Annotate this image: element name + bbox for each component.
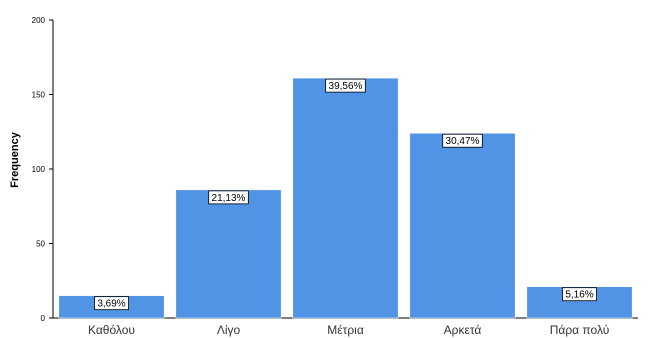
x-tick-label: Πάρα πολύ <box>550 323 610 337</box>
y-tick-label: 50 <box>36 240 45 249</box>
data-label: 30,47% <box>446 136 480 147</box>
x-tick-label: Μέτρια <box>327 323 364 337</box>
y-tick-label: 150 <box>32 91 46 100</box>
y-tick-label: 100 <box>32 165 46 174</box>
data-label: 5,16% <box>565 290 593 301</box>
bar-series <box>58 77 633 319</box>
bar-1 <box>175 189 282 319</box>
data-label: 3,69% <box>97 299 125 310</box>
y-axis-ticks: 0 50 100 150 200 <box>32 16 53 323</box>
data-label-box <box>208 190 249 205</box>
bar-2 <box>292 77 399 319</box>
y-axis-label: Frequency <box>9 131 21 188</box>
data-label: 21,13% <box>212 193 246 204</box>
data-label-box <box>94 296 129 311</box>
y-tick-label: 200 <box>32 16 46 25</box>
data-label-box <box>325 78 366 93</box>
data-label-box <box>442 133 483 148</box>
x-tick-label: Καθόλου <box>88 323 135 337</box>
x-tick-label: Λίγο <box>217 323 241 337</box>
x-axis-tick-labels: Καθόλου Λίγο Μέτρια Αρκετά Πάρα πολύ <box>88 323 609 337</box>
data-label: 39,56% <box>329 81 363 92</box>
data-label-box <box>562 287 597 302</box>
data-label-group: 3,69% 21,13% 39,56% 30,47% 5,16% <box>94 78 597 311</box>
bar-3 <box>409 132 516 319</box>
x-tick-label: Αρκετά <box>444 323 482 337</box>
y-tick-label: 0 <box>41 314 46 323</box>
